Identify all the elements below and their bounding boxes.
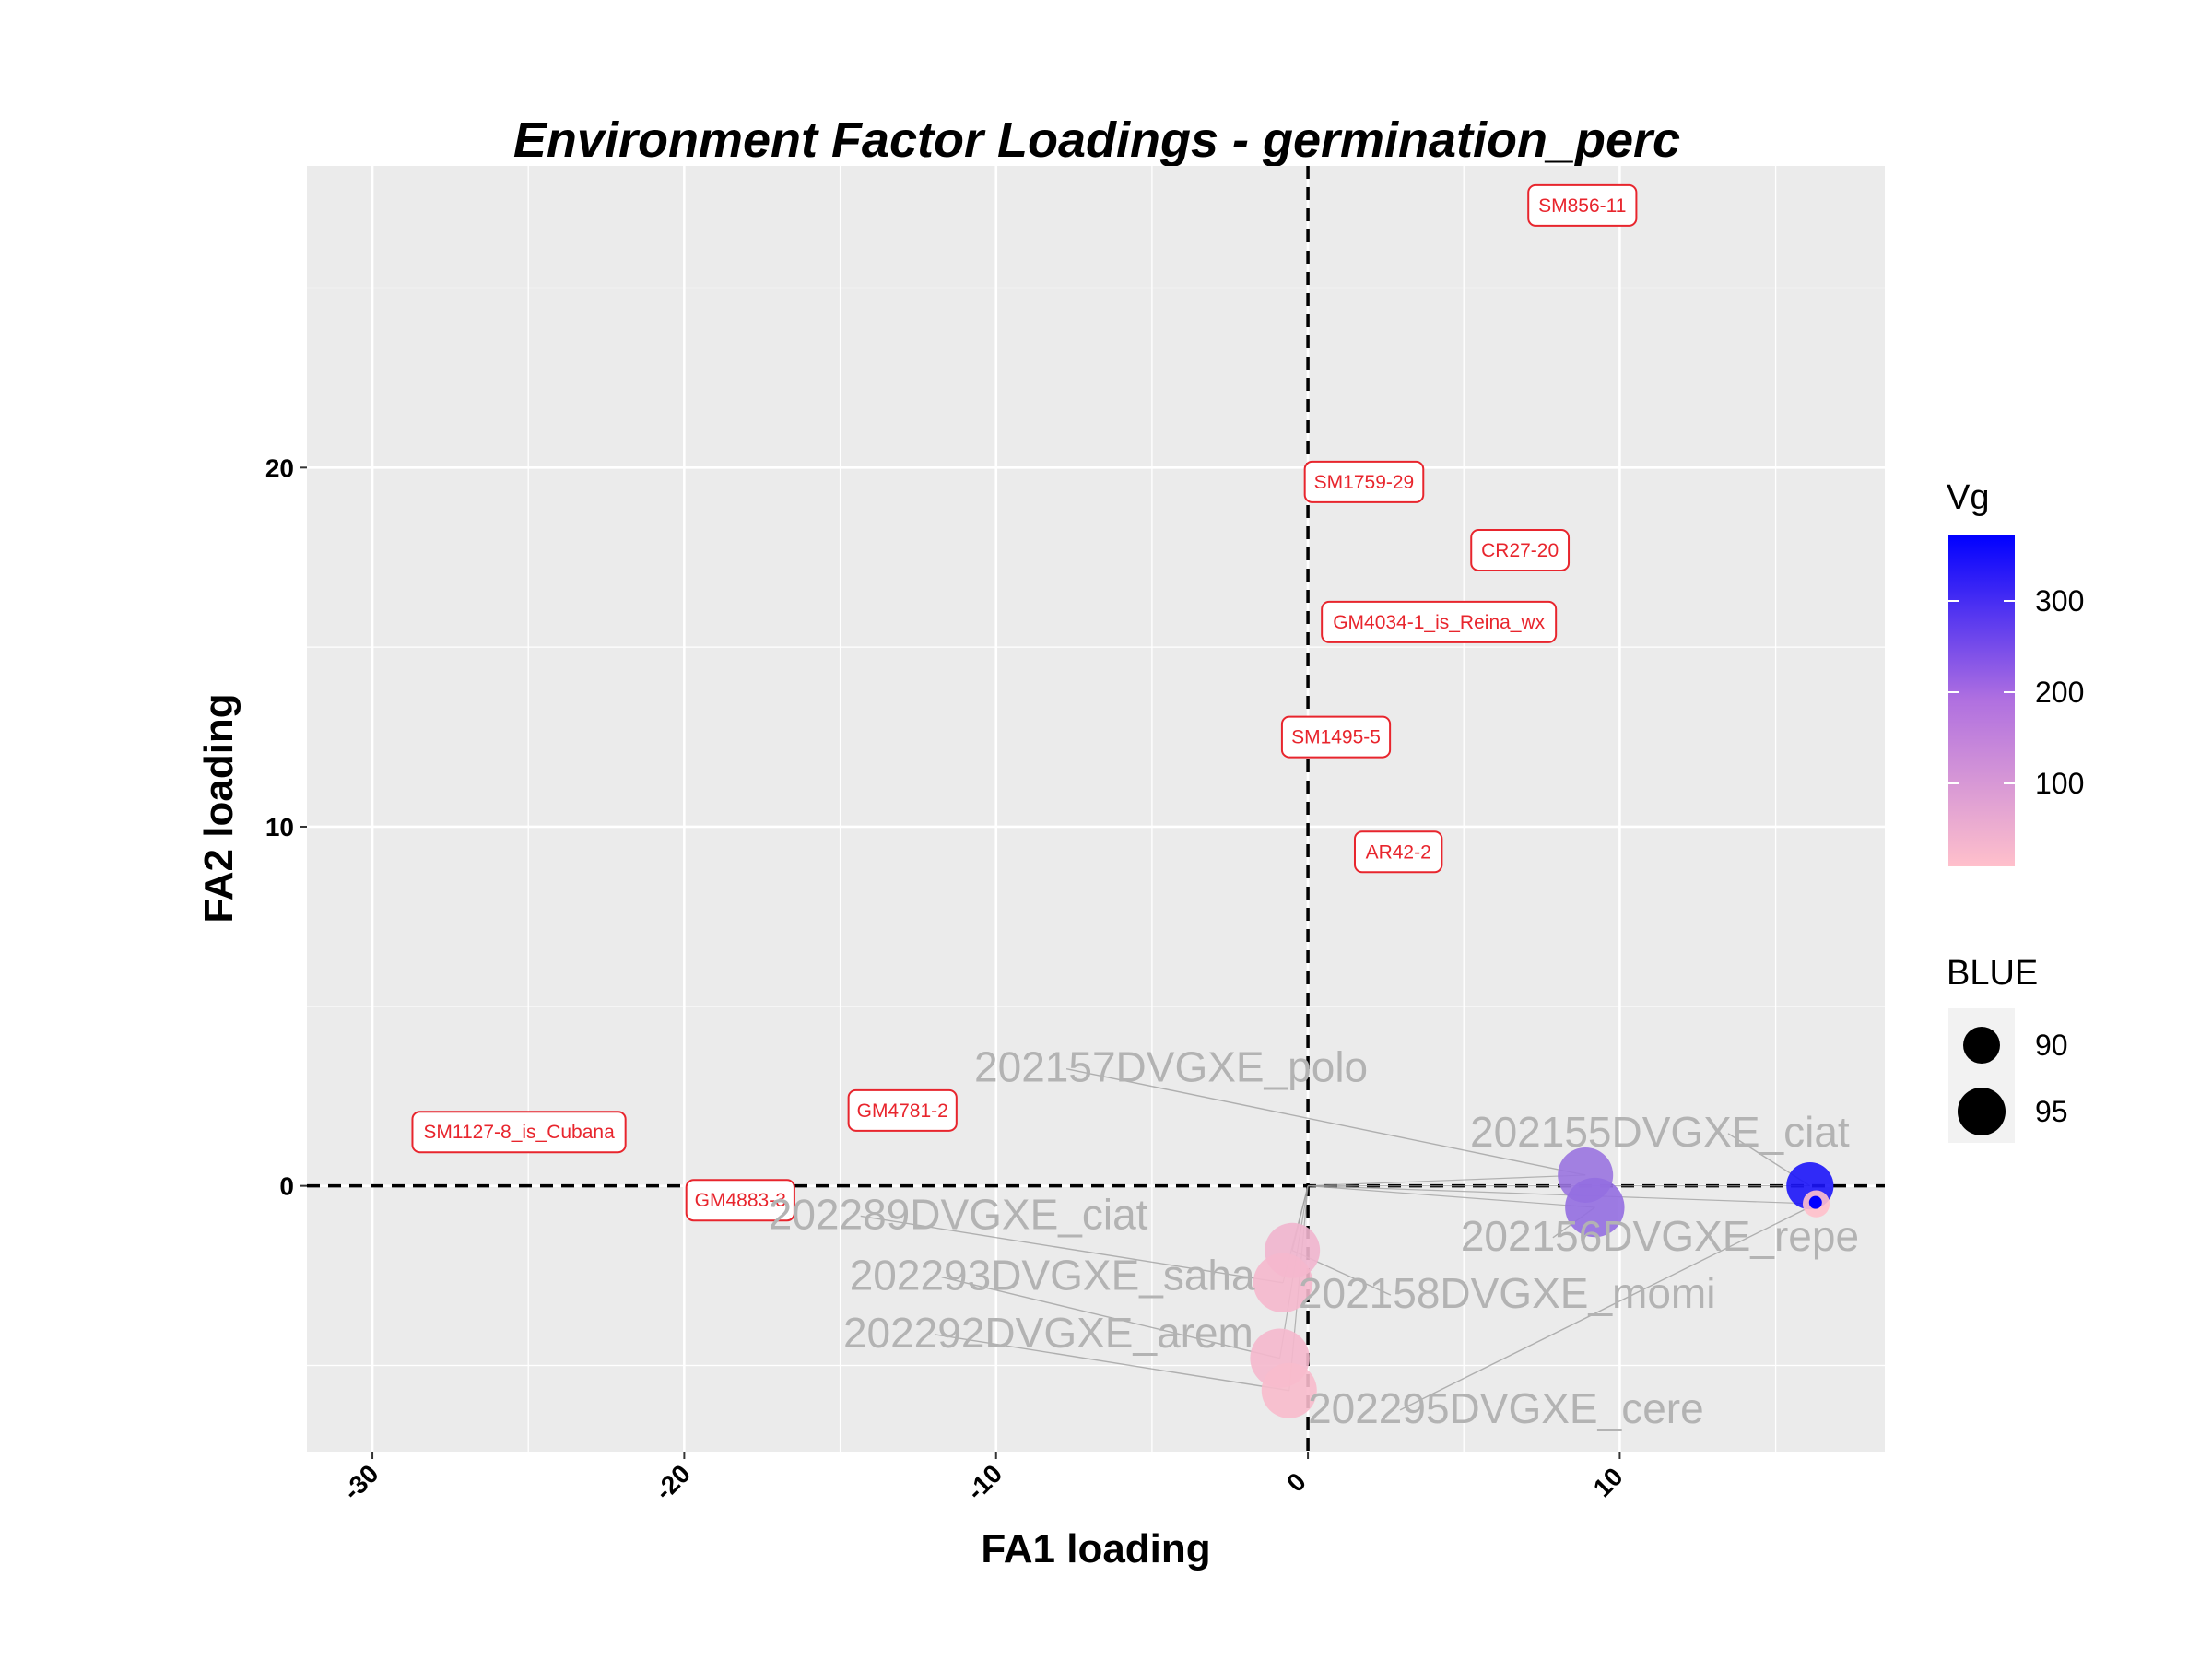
genotype-label: SM1127-8_is_Cubana	[411, 1111, 627, 1154]
genotype-label-box	[1470, 528, 1571, 571]
plot-panel	[307, 166, 1885, 1452]
y-tick-label: 0	[279, 1172, 294, 1201]
genotype-label-box	[1303, 460, 1425, 503]
environment-label: 202295DVGXE_cere	[1308, 1384, 1704, 1432]
genotype-label: SM856-11	[1527, 183, 1638, 227]
y-tick-label: 10	[265, 813, 294, 841]
legend-blue: BLUE 90 95	[1947, 954, 2068, 1143]
x-tick-label: 10	[1588, 1462, 1629, 1502]
legend-vg-tick-label: 300	[2035, 584, 2084, 618]
genotype-label-text: CR27-20	[1481, 540, 1559, 561]
genotype-label-box	[685, 1179, 795, 1222]
label-leader-line	[1065, 1067, 1586, 1176]
x-axis-title: FA1 loading	[981, 1526, 1210, 1571]
label-leader-line	[860, 1215, 1284, 1284]
y-axis-title: FA2 loading	[196, 693, 241, 923]
connector-line	[1308, 1174, 1586, 1187]
genotype-label-box	[1280, 715, 1392, 759]
environment-label: 202155DVGXE_ciat	[1470, 1108, 1850, 1156]
label-leader-line	[935, 1334, 1289, 1392]
legend-vg-tick-label: 200	[2035, 676, 2084, 709]
environment-label: 202158DVGXE_momi	[1299, 1269, 1716, 1317]
environment-label: 202156DVGXE_repe	[1461, 1212, 1859, 1260]
genotype-label-box	[1353, 830, 1443, 874]
environment-point	[1261, 1362, 1317, 1418]
genotype-label-box	[411, 1111, 627, 1154]
genotype-label-box	[1321, 600, 1558, 643]
genotype-label: SM1495-5	[1280, 715, 1392, 759]
legend-blue-label-90: 90	[2035, 1029, 2068, 1062]
genotype-label-text: AR42-2	[1366, 841, 1431, 863]
legend-blue-key-90	[1963, 1027, 2000, 1064]
legend-vg-tick-label: 100	[2035, 767, 2084, 800]
x-tick-label: 0	[1281, 1467, 1312, 1498]
environment-point	[1565, 1177, 1625, 1238]
legend-vg-colorbar	[1948, 535, 2015, 866]
environment-label: 202289DVGXE_ciat	[769, 1190, 1148, 1238]
x-tick-label: -10	[961, 1459, 1008, 1506]
x-tick-label: -20	[649, 1459, 696, 1506]
x-tick-label: -30	[337, 1459, 384, 1506]
genotype-label-text: SM1127-8_is_Cubana	[423, 1122, 615, 1143]
genotype-label: SM1759-29	[1303, 460, 1425, 503]
genotype-label-box	[1527, 183, 1638, 227]
environment-label: 202292DVGXE_arem	[843, 1309, 1253, 1357]
environment-point	[1253, 1253, 1313, 1313]
environment-points	[1250, 1147, 1834, 1418]
y-tick-label: 20	[265, 453, 294, 482]
genotype-label-text: SM1495-5	[1291, 727, 1381, 748]
connector-line	[1308, 1185, 1595, 1208]
label-leader-line	[941, 1276, 1280, 1359]
genotype-label: AR42-2	[1353, 830, 1443, 874]
highlight-point	[1808, 1195, 1822, 1209]
chart-title: Environment Factor Loadings - germinatio…	[513, 112, 1680, 168]
genotype-label: GM4883-3	[685, 1179, 795, 1222]
environment-labels: 202157DVGXE_polo 202155DVGXE_ciat 202156DV…	[769, 1043, 1859, 1432]
genotype-label-text: GM4883-3	[695, 1190, 786, 1211]
legend-blue-key-95	[1958, 1088, 2006, 1135]
genotype-labels: SM856-11 SM1759-29 CR27-20 GM4034-1_is_Rein…	[411, 183, 1638, 1222]
environment-label: 202157DVGXE_polo	[974, 1043, 1368, 1091]
genotype-label-text: SM1759-29	[1314, 472, 1415, 493]
legend-vg-title: Vg	[1947, 478, 1989, 517]
legend-vg: Vg 300 200 100	[1947, 478, 2084, 866]
genotype-label: GM4034-1_is_Reina_wx	[1321, 600, 1558, 643]
grid-lines	[307, 166, 1885, 1452]
legend-vg-ticks: 300 200 100	[1948, 584, 2084, 800]
genotype-label-text: SM856-11	[1538, 195, 1626, 217]
legend-blue-label-95: 95	[2035, 1095, 2068, 1128]
genotype-label-text: GM4781-2	[857, 1100, 948, 1122]
genotype-label: CR27-20	[1470, 528, 1571, 571]
environment-label: 202293DVGXE_saha	[850, 1252, 1255, 1300]
genotype-label-box	[847, 1088, 958, 1132]
connector-line	[1308, 1185, 1817, 1205]
label-leader-line	[1399, 1203, 1817, 1411]
legend-blue-title: BLUE	[1947, 954, 2038, 993]
genotype-label: GM4781-2	[847, 1088, 958, 1132]
genotype-label-text: GM4034-1_is_Reina_wx	[1333, 612, 1545, 633]
axis-ticks: -30 -20 -10 0 10 0 10 20	[265, 453, 1629, 1505]
